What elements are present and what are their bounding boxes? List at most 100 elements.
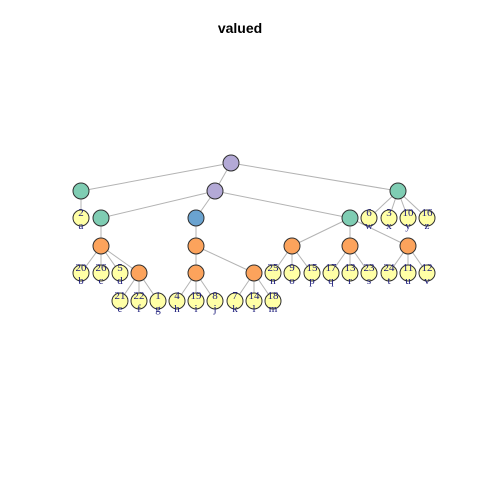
internal-node-n7 xyxy=(92,237,110,255)
node-layer xyxy=(72,154,436,310)
leaf-node-a xyxy=(72,209,90,227)
leaf-node-h xyxy=(168,292,186,310)
leaf-value-f: 22 xyxy=(134,290,145,302)
leaf-value-z: 16 xyxy=(422,207,434,219)
edge-n2-n4 xyxy=(214,190,351,219)
edge-n4-n11 xyxy=(349,217,409,247)
leaf-node-q xyxy=(322,264,340,282)
leaf-node-c xyxy=(92,264,110,282)
internal-node-n6 xyxy=(389,182,407,200)
leaf-label-k: k xyxy=(232,303,238,315)
edge-n0-n1 xyxy=(80,162,232,192)
internal-node-n1 xyxy=(72,182,90,200)
leaf-value-a: 2 xyxy=(78,207,84,219)
leaf-label-n: n xyxy=(270,275,276,287)
leaf-label-r: r xyxy=(348,275,352,287)
leaf-label-q: q xyxy=(328,275,334,287)
edge-n4-n9 xyxy=(291,217,351,247)
leaf-label-f: f xyxy=(137,303,141,315)
internal-node-n12 xyxy=(130,264,148,282)
leaf-value-m: 18 xyxy=(268,290,280,302)
label-layer: 2a6w3x10y16z20b26c5d25n9o15p17q13r23s24t… xyxy=(76,207,434,315)
leaf-node-b xyxy=(72,264,90,282)
internal-node-n2 xyxy=(206,182,224,200)
leaf-node-n xyxy=(264,264,282,282)
leaf-node-k xyxy=(226,292,244,310)
leaf-value-d: 5 xyxy=(117,262,123,274)
leaf-node-o xyxy=(283,264,301,282)
internal-node-n4 xyxy=(341,209,359,227)
leaf-node-v xyxy=(418,264,436,282)
leaf-label-e: e xyxy=(118,303,123,315)
leaf-value-n: 25 xyxy=(268,262,280,274)
leaf-value-g: 1 xyxy=(155,290,161,302)
internal-node-n8 xyxy=(187,237,205,255)
leaf-value-y: 10 xyxy=(403,207,415,219)
leaf-value-o: 9 xyxy=(289,262,295,274)
leaf-node-f xyxy=(130,292,148,310)
leaf-node-r xyxy=(341,264,359,282)
leaf-node-d xyxy=(111,264,129,282)
internal-node-n0 xyxy=(222,154,240,172)
edge-n8-n14 xyxy=(195,245,255,274)
internal-node-n11 xyxy=(399,237,417,255)
edge-n0-n6 xyxy=(230,162,399,192)
leaf-value-r: 13 xyxy=(345,262,357,274)
leaf-value-s: 23 xyxy=(364,262,376,274)
leaf-value-k: 7 xyxy=(232,290,238,302)
leaf-node-i xyxy=(187,292,205,310)
leaf-node-s xyxy=(360,264,378,282)
leaf-label-y: y xyxy=(405,220,411,232)
leaf-node-t xyxy=(380,264,398,282)
internal-node-n3 xyxy=(92,209,110,227)
leaf-label-b: b xyxy=(78,275,84,287)
leaf-value-u: 11 xyxy=(403,262,414,274)
leaf-label-v: v xyxy=(424,275,430,287)
leaf-node-l xyxy=(245,292,263,310)
leaf-value-w: 6 xyxy=(366,207,372,219)
leaf-label-u: u xyxy=(405,275,411,287)
leaf-node-e xyxy=(111,292,129,310)
edge-n2-n3 xyxy=(100,190,216,219)
leaf-label-s: s xyxy=(367,275,371,287)
leaf-label-w: w xyxy=(365,220,373,232)
internal-node-n13 xyxy=(187,264,205,282)
leaf-label-x: x xyxy=(386,220,392,232)
leaf-node-u xyxy=(399,264,417,282)
leaf-node-j xyxy=(206,292,224,310)
leaf-label-i: i xyxy=(194,303,197,315)
leaf-label-j: j xyxy=(212,303,216,315)
leaf-value-b: 20 xyxy=(76,262,88,274)
leaf-label-a: a xyxy=(79,220,84,232)
leaf-node-p xyxy=(303,264,321,282)
internal-node-n5 xyxy=(187,209,205,227)
leaf-node-w xyxy=(360,209,378,227)
leaf-label-h: h xyxy=(174,303,180,315)
leaf-value-h: 4 xyxy=(174,290,180,302)
leaf-label-o: o xyxy=(289,275,295,287)
leaf-value-j: 8 xyxy=(212,290,218,302)
leaf-label-c: c xyxy=(99,275,104,287)
internal-node-n14 xyxy=(245,264,263,282)
leaf-label-t: t xyxy=(387,275,390,287)
leaf-value-e: 21 xyxy=(115,290,126,302)
leaf-node-x xyxy=(380,209,398,227)
leaf-label-l: l xyxy=(252,303,255,315)
leaf-value-q: 17 xyxy=(326,262,338,274)
internal-node-n10 xyxy=(341,237,359,255)
leaf-label-m: m xyxy=(269,303,278,315)
plot-title: valued xyxy=(217,20,263,36)
leaf-node-m xyxy=(264,292,282,310)
leaf-value-i: 19 xyxy=(191,290,203,302)
leaf-value-p: 15 xyxy=(307,262,319,274)
leaf-label-d: d xyxy=(117,275,123,287)
leaf-node-z xyxy=(418,209,436,227)
leaf-value-x: 3 xyxy=(386,207,392,219)
leaf-label-p: p xyxy=(309,275,315,287)
leaf-node-y xyxy=(399,209,417,227)
leaf-value-c: 26 xyxy=(96,262,108,274)
internal-node-n9 xyxy=(283,237,301,255)
leaf-label-g: g xyxy=(155,303,161,315)
